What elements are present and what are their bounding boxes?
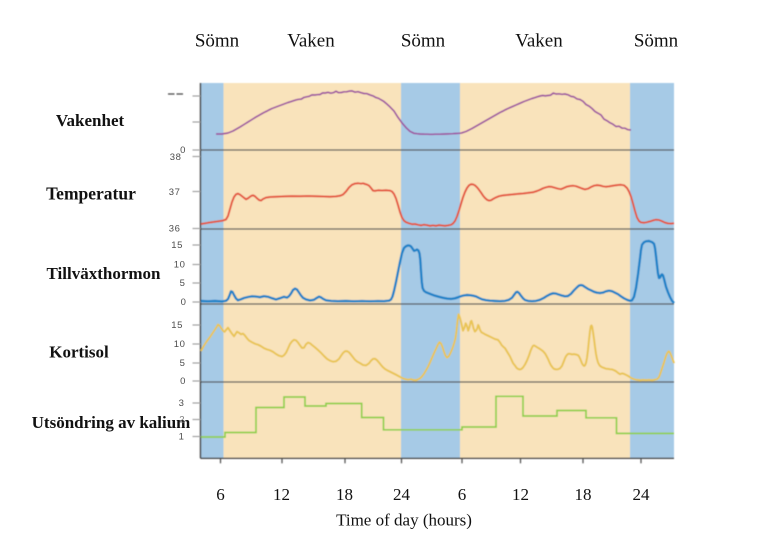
svg-text:1: 1 — [179, 432, 185, 443]
svg-text:2: 2 — [179, 415, 184, 426]
svg-text:0: 0 — [181, 297, 187, 308]
svg-text:10: 10 — [174, 260, 186, 271]
svg-text:18: 18 — [575, 485, 592, 504]
svg-text:12: 12 — [512, 485, 529, 504]
svg-text:Kortisol: Kortisol — [49, 343, 109, 362]
svg-text:Temperatur: Temperatur — [46, 184, 136, 204]
svg-text:5: 5 — [180, 278, 186, 289]
svg-text:37: 37 — [169, 187, 181, 198]
svg-text:24: 24 — [633, 485, 651, 504]
svg-text:Utsöndring av kalium: Utsöndring av kalium — [32, 413, 191, 432]
svg-text:6: 6 — [458, 485, 467, 504]
svg-text:3: 3 — [179, 398, 185, 409]
svg-text:Vaken: Vaken — [287, 31, 335, 52]
svg-text:12: 12 — [273, 485, 290, 504]
svg-text:Sömn: Sömn — [634, 31, 679, 52]
svg-text:Time of day (hours): Time of day (hours) — [336, 511, 472, 530]
svg-text:15: 15 — [171, 240, 183, 251]
svg-text:10: 10 — [174, 339, 186, 350]
svg-text:18: 18 — [336, 485, 353, 504]
svg-text:6: 6 — [216, 485, 225, 504]
svg-text:Tillväxthormon: Tillväxthormon — [47, 264, 162, 283]
svg-text:Vakenhet: Vakenhet — [56, 111, 125, 130]
svg-text:0: 0 — [180, 376, 186, 387]
svg-text:Sömn: Sömn — [401, 31, 446, 52]
svg-text:0: 0 — [180, 145, 186, 156]
svg-text:36: 36 — [169, 224, 181, 235]
svg-text:Sömn: Sömn — [195, 31, 240, 52]
svg-text:24: 24 — [393, 485, 411, 504]
svg-text:38: 38 — [170, 152, 182, 163]
svg-text:15: 15 — [171, 320, 183, 331]
svg-text:5: 5 — [180, 358, 186, 369]
svg-text:Vaken: Vaken — [515, 31, 563, 52]
